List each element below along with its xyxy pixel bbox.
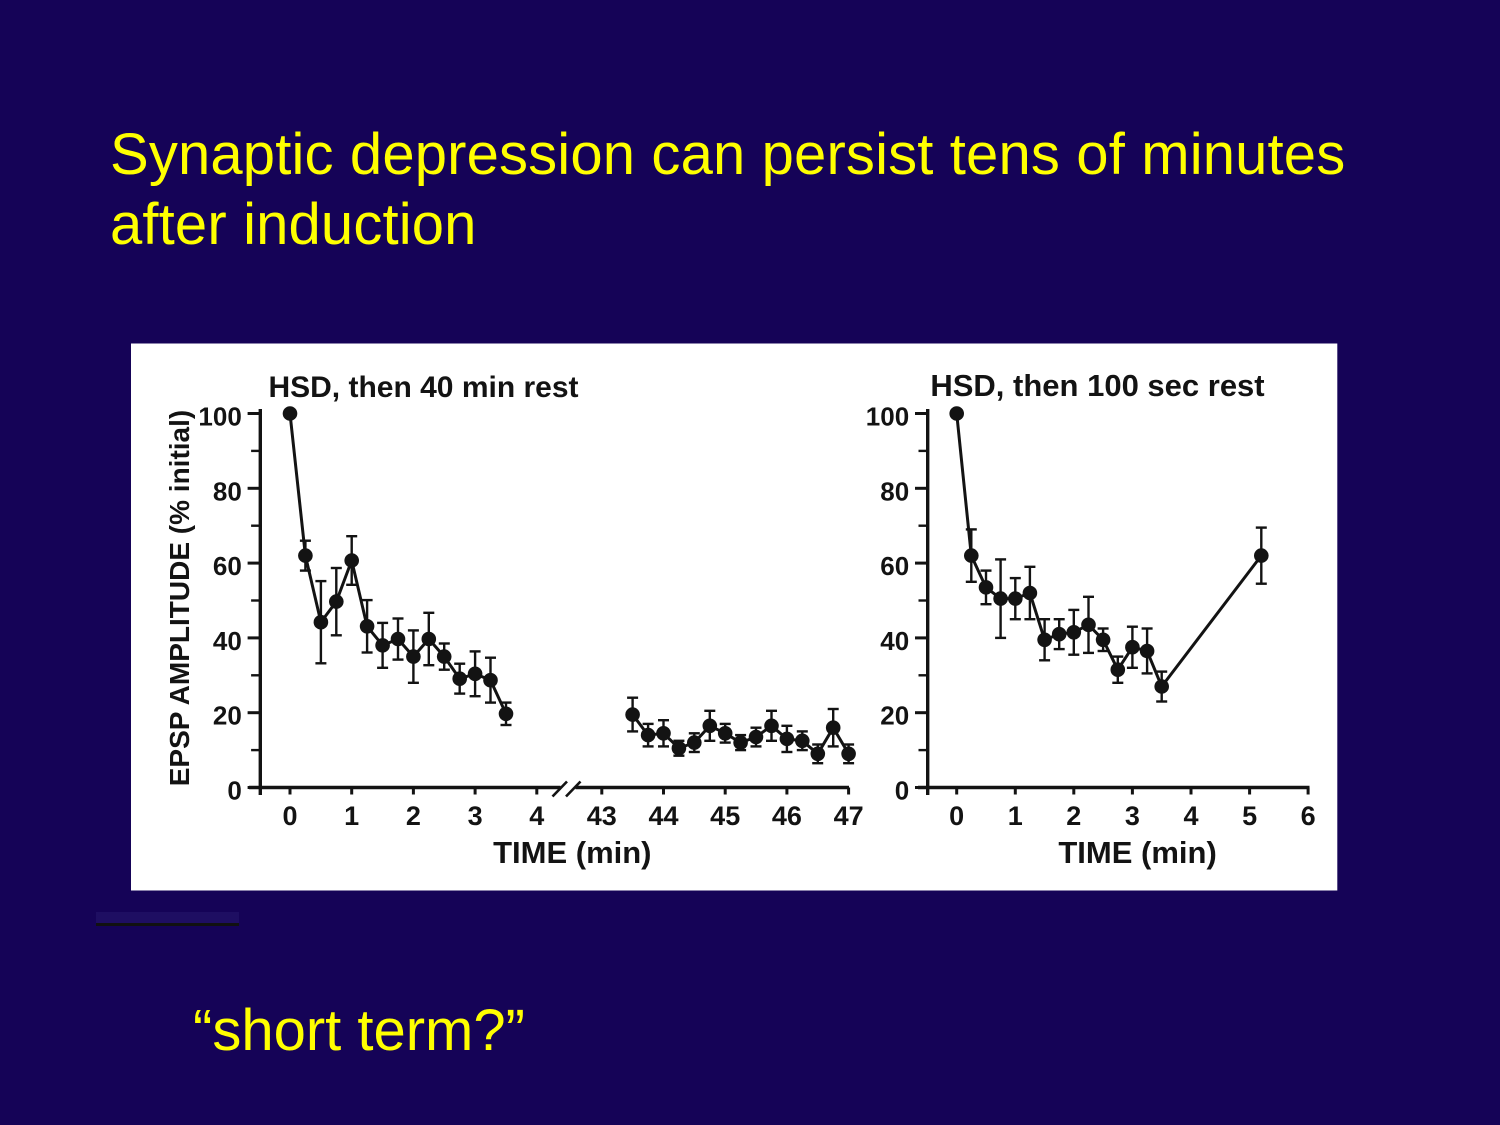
svg-text:60: 60 — [213, 551, 242, 581]
svg-text:80: 80 — [213, 476, 242, 506]
svg-text:2: 2 — [406, 801, 421, 831]
svg-text:20: 20 — [213, 701, 242, 731]
svg-text:80: 80 — [880, 476, 909, 506]
svg-text:TIME (min): TIME (min) — [1058, 835, 1216, 870]
svg-text:2: 2 — [1066, 801, 1081, 831]
svg-text:0: 0 — [227, 776, 241, 806]
svg-text:HSD, then 40 min rest: HSD, then 40 min rest — [268, 371, 578, 404]
svg-text:1: 1 — [344, 801, 359, 831]
svg-text:0: 0 — [895, 776, 909, 806]
svg-text:3: 3 — [468, 801, 483, 831]
svg-text:HSD, then 100 sec rest: HSD, then 100 sec rest — [930, 368, 1264, 403]
svg-text:TIME (min): TIME (min) — [493, 835, 651, 870]
svg-text:3: 3 — [1125, 801, 1140, 831]
svg-text:100: 100 — [198, 402, 241, 432]
svg-text:20: 20 — [880, 701, 909, 731]
svg-text:40: 40 — [213, 626, 242, 656]
svg-text:EPSP AMPLITUDE (% initial): EPSP AMPLITUDE (% initial) — [164, 410, 195, 786]
svg-text:40: 40 — [880, 626, 909, 656]
svg-text:100: 100 — [866, 402, 909, 432]
svg-text:46: 46 — [772, 801, 802, 831]
svg-text:45: 45 — [710, 801, 740, 831]
svg-text:60: 60 — [880, 551, 909, 581]
svg-text:44: 44 — [648, 801, 678, 831]
svg-text:5: 5 — [1242, 801, 1257, 831]
svg-text:4: 4 — [529, 801, 544, 831]
svg-text:1: 1 — [1008, 801, 1023, 831]
svg-text:47: 47 — [834, 801, 864, 831]
svg-text:0: 0 — [949, 801, 964, 831]
svg-text:43: 43 — [587, 801, 617, 831]
svg-text:4: 4 — [1183, 801, 1198, 831]
svg-text:0: 0 — [282, 801, 297, 831]
svg-text:6: 6 — [1301, 801, 1316, 831]
